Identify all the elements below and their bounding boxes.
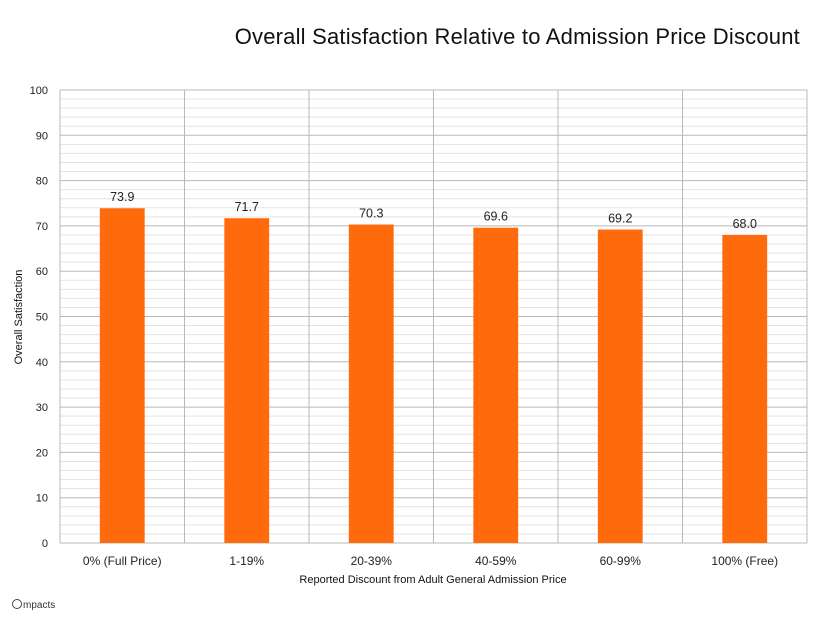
y-tick-label: 50 [36,312,48,324]
y-tick-label: 40 [36,357,48,369]
y-tick-label: 100 [30,85,48,97]
bars [99,208,768,544]
x-tick-label: 20-39% [351,554,393,568]
x-tick-label: 100% (Free) [711,554,778,568]
y-tick-label: 0 [42,538,48,550]
bar [722,234,768,543]
bar-value-label: 69.6 [484,210,508,224]
bar [224,218,270,543]
y-tick-label: 20 [36,447,48,459]
y-tick-label: 60 [36,266,48,278]
bar [597,229,643,544]
bar-value-label: 68.0 [733,217,757,231]
bar-value-label: 73.9 [110,190,134,204]
y-tick-label: 10 [36,493,48,505]
logo-text: mpacts [23,600,56,611]
impacts-logo: mpacts [12,599,55,611]
bar-value-label: 71.7 [235,200,259,214]
y-tick-label: 80 [36,176,48,188]
bar-value-label: 69.2 [608,212,632,226]
x-tick-label: 0% (Full Price) [83,554,162,568]
x-axis-title: Reported Discount from Adult General Adm… [299,574,566,586]
x-tick-label: 60-99% [600,554,642,568]
labels: 0 10 20 30 40 50 60 70 80 90 100 73.9 0% (Full Price… [30,85,778,568]
y-axis-title: Overall Satisfaction [13,270,25,365]
y-tick-label: 90 [36,130,48,142]
bar [99,208,145,543]
grid [59,89,808,544]
bar-value-label: 70.3 [359,207,383,221]
y-tick-label: 30 [36,402,48,414]
x-tick-label: 40-59% [475,554,517,568]
logo-mark-icon [12,599,22,609]
bar [348,224,394,543]
x-tick-label: 1-19% [229,554,264,568]
chart-title: Overall Satisfaction Relative to Admissi… [234,24,800,49]
bar [473,227,519,543]
y-tick-label: 70 [36,221,48,233]
